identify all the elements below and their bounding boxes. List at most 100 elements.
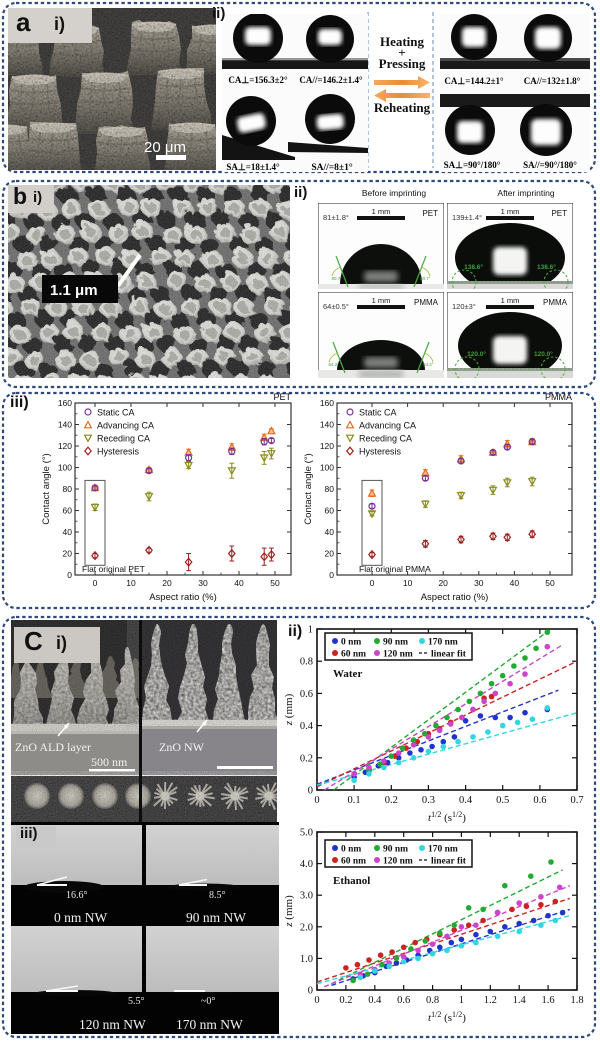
svg-text:140: 140 — [320, 420, 334, 430]
svg-text:Before imprinting: Before imprinting — [362, 188, 427, 198]
svg-text:1.0: 1.0 — [300, 954, 313, 965]
svg-text:64.2°: 64.2° — [328, 362, 339, 367]
svg-text:CA⊥=144.2±1°: CA⊥=144.2±1° — [444, 76, 504, 86]
svg-text:0.2: 0.2 — [385, 795, 398, 806]
svg-text:Advancing CA: Advancing CA — [97, 421, 154, 431]
svg-text:1 mm: 1 mm — [501, 296, 520, 305]
svg-text:1 mm: 1 mm — [501, 207, 520, 216]
svg-text:50: 50 — [545, 578, 555, 588]
svg-text:0: 0 — [314, 795, 319, 806]
svg-text:60: 60 — [325, 506, 335, 516]
svg-text:0 nm: 0 nm — [341, 638, 361, 648]
svg-text:PMMA: PMMA — [414, 298, 439, 307]
svg-text:Ethanol: Ethanol — [333, 875, 370, 887]
svg-text:SA⊥=18±1.4°: SA⊥=18±1.4° — [226, 162, 280, 172]
svg-text:40: 40 — [510, 578, 520, 588]
svg-text:40: 40 — [234, 578, 244, 588]
svg-text:50: 50 — [270, 578, 280, 588]
svg-text:Aspect ratio (%): Aspect ratio (%) — [421, 592, 489, 603]
svg-text:138.6°: 138.6° — [537, 263, 556, 271]
svg-text:8.5°: 8.5° — [209, 890, 226, 901]
svg-text:0: 0 — [329, 570, 334, 580]
svg-text:Water: Water — [333, 668, 362, 680]
svg-text:CA//=132±1.8°: CA//=132±1.8° — [524, 76, 581, 86]
svg-text:10: 10 — [126, 578, 136, 588]
svg-text:81±1.8°: 81±1.8° — [323, 213, 349, 222]
svg-text:120: 120 — [58, 441, 72, 451]
svg-text:0.1: 0.1 — [348, 795, 361, 806]
svg-text:20: 20 — [325, 549, 335, 559]
svg-text:30: 30 — [474, 578, 484, 588]
svg-text:Static CA: Static CA — [359, 408, 397, 418]
svg-text:0.6: 0.6 — [397, 995, 410, 1006]
svg-text:SA//=90°/180°: SA//=90°/180° — [523, 160, 577, 170]
svg-text:z (mm): z (mm) — [285, 895, 295, 928]
svg-text:120.0°: 120.0° — [467, 350, 486, 358]
svg-text:30: 30 — [198, 578, 208, 588]
svg-text:80.7°: 80.7° — [331, 276, 342, 281]
svg-text:PET: PET — [551, 209, 567, 218]
svg-text:1.1 μm: 1.1 μm — [50, 282, 98, 299]
svg-text:120 nm: 120 nm — [383, 857, 413, 867]
svg-text:Aspect ratio (%): Aspect ratio (%) — [149, 592, 217, 603]
svg-text:CA//=146.2±1.4°: CA//=146.2±1.4° — [299, 75, 363, 85]
svg-text:60 nm: 60 nm — [341, 857, 366, 867]
svg-text:0.6: 0.6 — [300, 689, 313, 700]
svg-text:40: 40 — [63, 527, 73, 537]
svg-text:20: 20 — [63, 549, 73, 559]
svg-text:ZnO ALD layer: ZnO ALD layer — [15, 740, 91, 754]
svg-text:0: 0 — [308, 986, 313, 997]
svg-text:0.3: 0.3 — [422, 795, 435, 806]
svg-text:120.0°: 120.0° — [534, 350, 553, 358]
svg-text:120: 120 — [320, 441, 334, 451]
svg-text:100: 100 — [320, 463, 334, 473]
svg-text:SA⊥=90°/180°: SA⊥=90°/180° — [444, 160, 501, 170]
svg-text:80: 80 — [63, 484, 73, 494]
svg-text:500 nm: 500 nm — [91, 755, 128, 769]
svg-text:170 nm NW: 170 nm NW — [176, 1017, 243, 1032]
svg-text:1: 1 — [308, 625, 313, 636]
svg-text:120±3°: 120±3° — [452, 302, 476, 311]
svg-text:40: 40 — [325, 527, 335, 537]
svg-text:1: 1 — [459, 995, 464, 1006]
svg-text:After imprinting: After imprinting — [497, 188, 554, 198]
svg-text:Flat original PMMA: Flat original PMMA — [359, 564, 431, 574]
svg-text:4.0: 4.0 — [300, 859, 313, 870]
svg-text:0.7: 0.7 — [570, 795, 583, 806]
svg-text:90 nm NW: 90 nm NW — [186, 910, 246, 925]
svg-text:linear fit: linear fit — [431, 650, 467, 660]
svg-text:1.6: 1.6 — [542, 995, 555, 1006]
svg-text:139±1.4°: 139±1.4° — [452, 213, 482, 222]
svg-text:Flat original PET: Flat original PET — [82, 564, 145, 574]
svg-text:64±0.5°: 64±0.5° — [323, 302, 349, 311]
svg-text:120 nm: 120 nm — [383, 650, 413, 660]
svg-text:60 nm: 60 nm — [341, 650, 366, 660]
svg-text:linear fit: linear fit — [431, 857, 467, 867]
svg-text:1.8: 1.8 — [570, 995, 583, 1006]
svg-text:0.4: 0.4 — [300, 721, 314, 732]
svg-text:0.5: 0.5 — [496, 795, 509, 806]
svg-text:170 nm: 170 nm — [428, 638, 458, 648]
svg-text:Contact angle (°): Contact angle (°) — [303, 453, 314, 524]
svg-text:0: 0 — [308, 786, 313, 797]
svg-text:0.4: 0.4 — [368, 995, 382, 1006]
svg-text:Advancing CA: Advancing CA — [359, 421, 416, 431]
svg-text:3.0: 3.0 — [300, 891, 313, 902]
svg-text:170 nm: 170 nm — [428, 845, 458, 855]
svg-text:Static CA: Static CA — [97, 408, 135, 418]
svg-text:Contact angle (°): Contact angle (°) — [41, 453, 52, 524]
svg-text:90 nm: 90 nm — [383, 845, 408, 855]
svg-text:1.4: 1.4 — [513, 995, 527, 1006]
svg-text:64.2°: 64.2° — [423, 362, 434, 367]
svg-text:PET: PET — [273, 392, 291, 402]
svg-text:PMMA: PMMA — [543, 298, 568, 307]
svg-text:1.2: 1.2 — [484, 995, 497, 1006]
svg-text:5.0: 5.0 — [300, 828, 313, 839]
svg-text:CA⊥=156.3±2°: CA⊥=156.3±2° — [228, 75, 288, 85]
svg-text:Receding CA: Receding CA — [359, 434, 412, 444]
svg-text:z (mm): z (mm) — [285, 693, 295, 726]
svg-text:1 mm: 1 mm — [372, 296, 391, 305]
svg-text:0.2: 0.2 — [339, 995, 352, 1006]
svg-text:0.2: 0.2 — [300, 753, 313, 764]
svg-text:SA//=8±1°: SA//=8±1° — [311, 162, 353, 172]
